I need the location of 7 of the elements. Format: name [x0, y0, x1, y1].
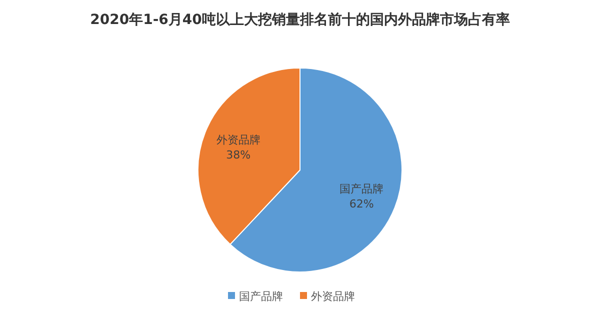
chart-title: 2020年1-6月40吨以上大挖销量排名前十的国内外品牌市场占有率 [90, 11, 510, 28]
legend-label: 国产品牌 [239, 290, 283, 303]
slice-label: 国产品牌 [340, 182, 384, 196]
legend-label: 外资品牌 [311, 290, 355, 303]
data-label: 38% [226, 148, 251, 162]
data-label: 62% [349, 197, 374, 210]
slice-label: 外资品牌 [216, 134, 260, 147]
